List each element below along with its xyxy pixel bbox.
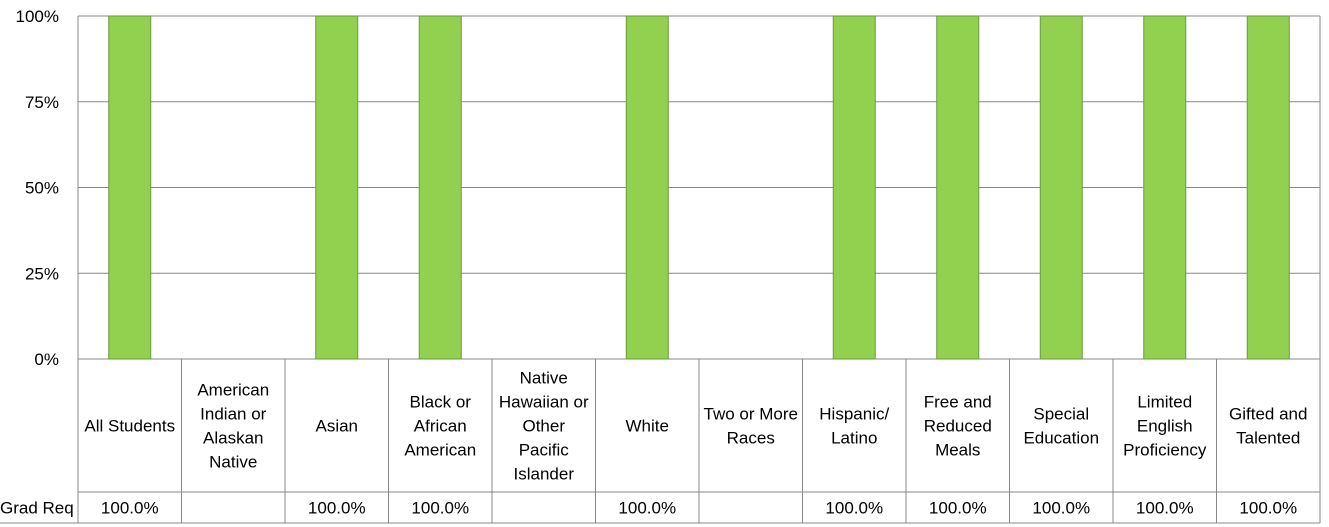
category-label: Limited English Proficiency xyxy=(1123,393,1207,460)
data-label: 100.0% xyxy=(618,499,676,518)
y-tick-label: 100% xyxy=(16,7,59,26)
data-label: 100.0% xyxy=(825,499,883,518)
data-table: All Students American Indian or Alaskan Nati… xyxy=(0,359,1320,524)
y-tick-label: 25% xyxy=(25,264,59,283)
category-label: Asian xyxy=(315,417,358,436)
bars xyxy=(108,15,1290,360)
data-label: 100.0% xyxy=(411,499,469,518)
category-label: All Students xyxy=(84,417,175,436)
category-label: White xyxy=(626,417,669,436)
bar xyxy=(1039,15,1083,360)
category-label: Two or More Races xyxy=(704,405,798,448)
bar xyxy=(936,15,980,360)
bar xyxy=(418,15,462,360)
bar xyxy=(315,15,359,360)
bar xyxy=(832,15,876,360)
category-label: Native Hawaiian or Other Pacific Islander xyxy=(499,369,589,484)
bar xyxy=(1246,15,1290,360)
bar xyxy=(108,15,152,360)
series-name-label: Grad Req xyxy=(0,499,74,518)
category-label: Special Education xyxy=(1023,405,1099,448)
y-tick-label: 50% xyxy=(25,179,59,198)
category-label: Hispanic/Latino xyxy=(819,405,889,448)
category-label: Black or African American xyxy=(404,393,476,460)
data-label: 100.0% xyxy=(308,499,366,518)
category-label: Gifted and Talented xyxy=(1229,405,1307,448)
category-label: Free and Reduced Meals xyxy=(924,393,992,460)
gridlines xyxy=(78,15,1320,360)
category-label: American Indian or Alaskan Native xyxy=(197,381,269,472)
data-label: 100.0% xyxy=(101,499,159,518)
bar xyxy=(625,15,669,360)
y-axis: 0% 25% 50% 75% 100% xyxy=(16,7,1321,523)
data-label: 100.0% xyxy=(1239,499,1297,518)
data-label: 100.0% xyxy=(1136,499,1194,518)
data-label: 100.0% xyxy=(929,499,987,518)
bar xyxy=(1143,15,1187,360)
data-label: 100.0% xyxy=(1032,499,1090,518)
y-tick-label: 0% xyxy=(34,350,59,369)
y-tick-label: 75% xyxy=(25,93,59,112)
